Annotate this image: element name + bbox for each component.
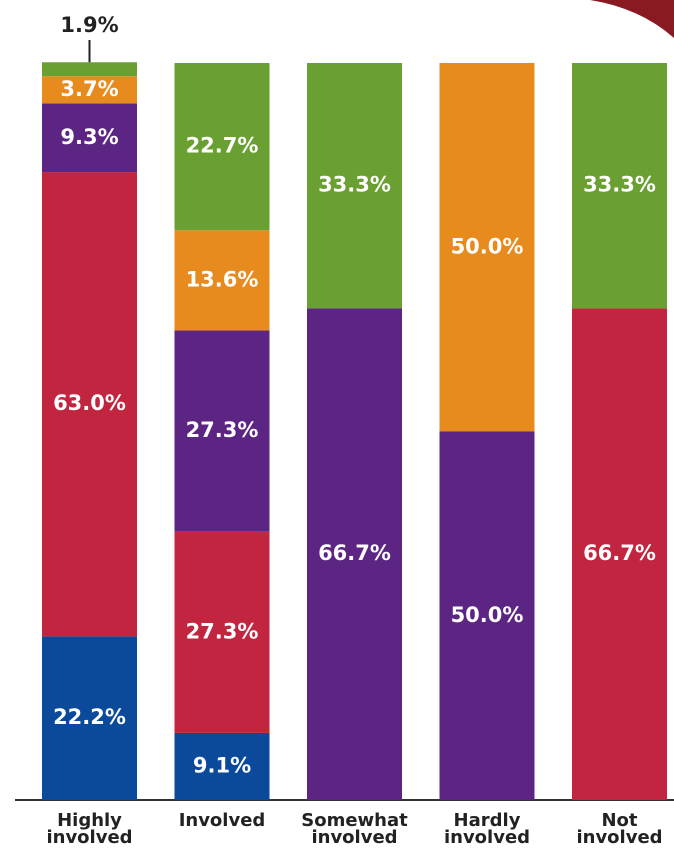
bar-segment (439, 431, 535, 800)
value-label: 13.6% (186, 267, 259, 291)
bar-segment (307, 63, 402, 309)
bar-segment (439, 63, 535, 432)
value-label: 63.0% (53, 391, 126, 415)
bar-segment (42, 76, 137, 104)
category-label: Highly involved (46, 810, 133, 848)
bar-segment (174, 330, 270, 532)
bar-segment (572, 63, 667, 309)
category-label: Involved (178, 810, 266, 831)
value-label: 27.3% (186, 619, 259, 643)
value-label: 27.3% (186, 418, 259, 442)
bar-segment (42, 62, 137, 77)
corner-decoration (590, 0, 674, 38)
value-label: 33.3% (318, 173, 391, 197)
bar-segment (42, 172, 137, 637)
value-label: 50.0% (451, 603, 524, 627)
value-label: 33.3% (583, 173, 656, 197)
bar-segment (174, 531, 270, 733)
bar-segment (307, 308, 402, 800)
value-label: 22.7% (186, 134, 259, 158)
value-label: 1.9% (60, 13, 118, 37)
category-label: Hardly involved (443, 810, 531, 848)
value-label: 9.3% (60, 125, 118, 149)
category-label: Not involved (576, 810, 663, 848)
bar-segment (42, 636, 137, 800)
value-label: 66.7% (318, 541, 391, 565)
bar-segment (42, 103, 137, 173)
value-label: 22.2% (53, 705, 126, 729)
bar-segment (174, 230, 270, 331)
category-label: Somewhat involved (301, 810, 408, 848)
bar-segment (572, 308, 667, 800)
value-label: 9.1% (193, 753, 251, 777)
value-label: 66.7% (583, 541, 656, 565)
bar-segment (174, 732, 270, 800)
value-label: 3.7% (60, 77, 118, 101)
value-label: 50.0% (451, 234, 524, 258)
bar-segment (174, 63, 270, 231)
